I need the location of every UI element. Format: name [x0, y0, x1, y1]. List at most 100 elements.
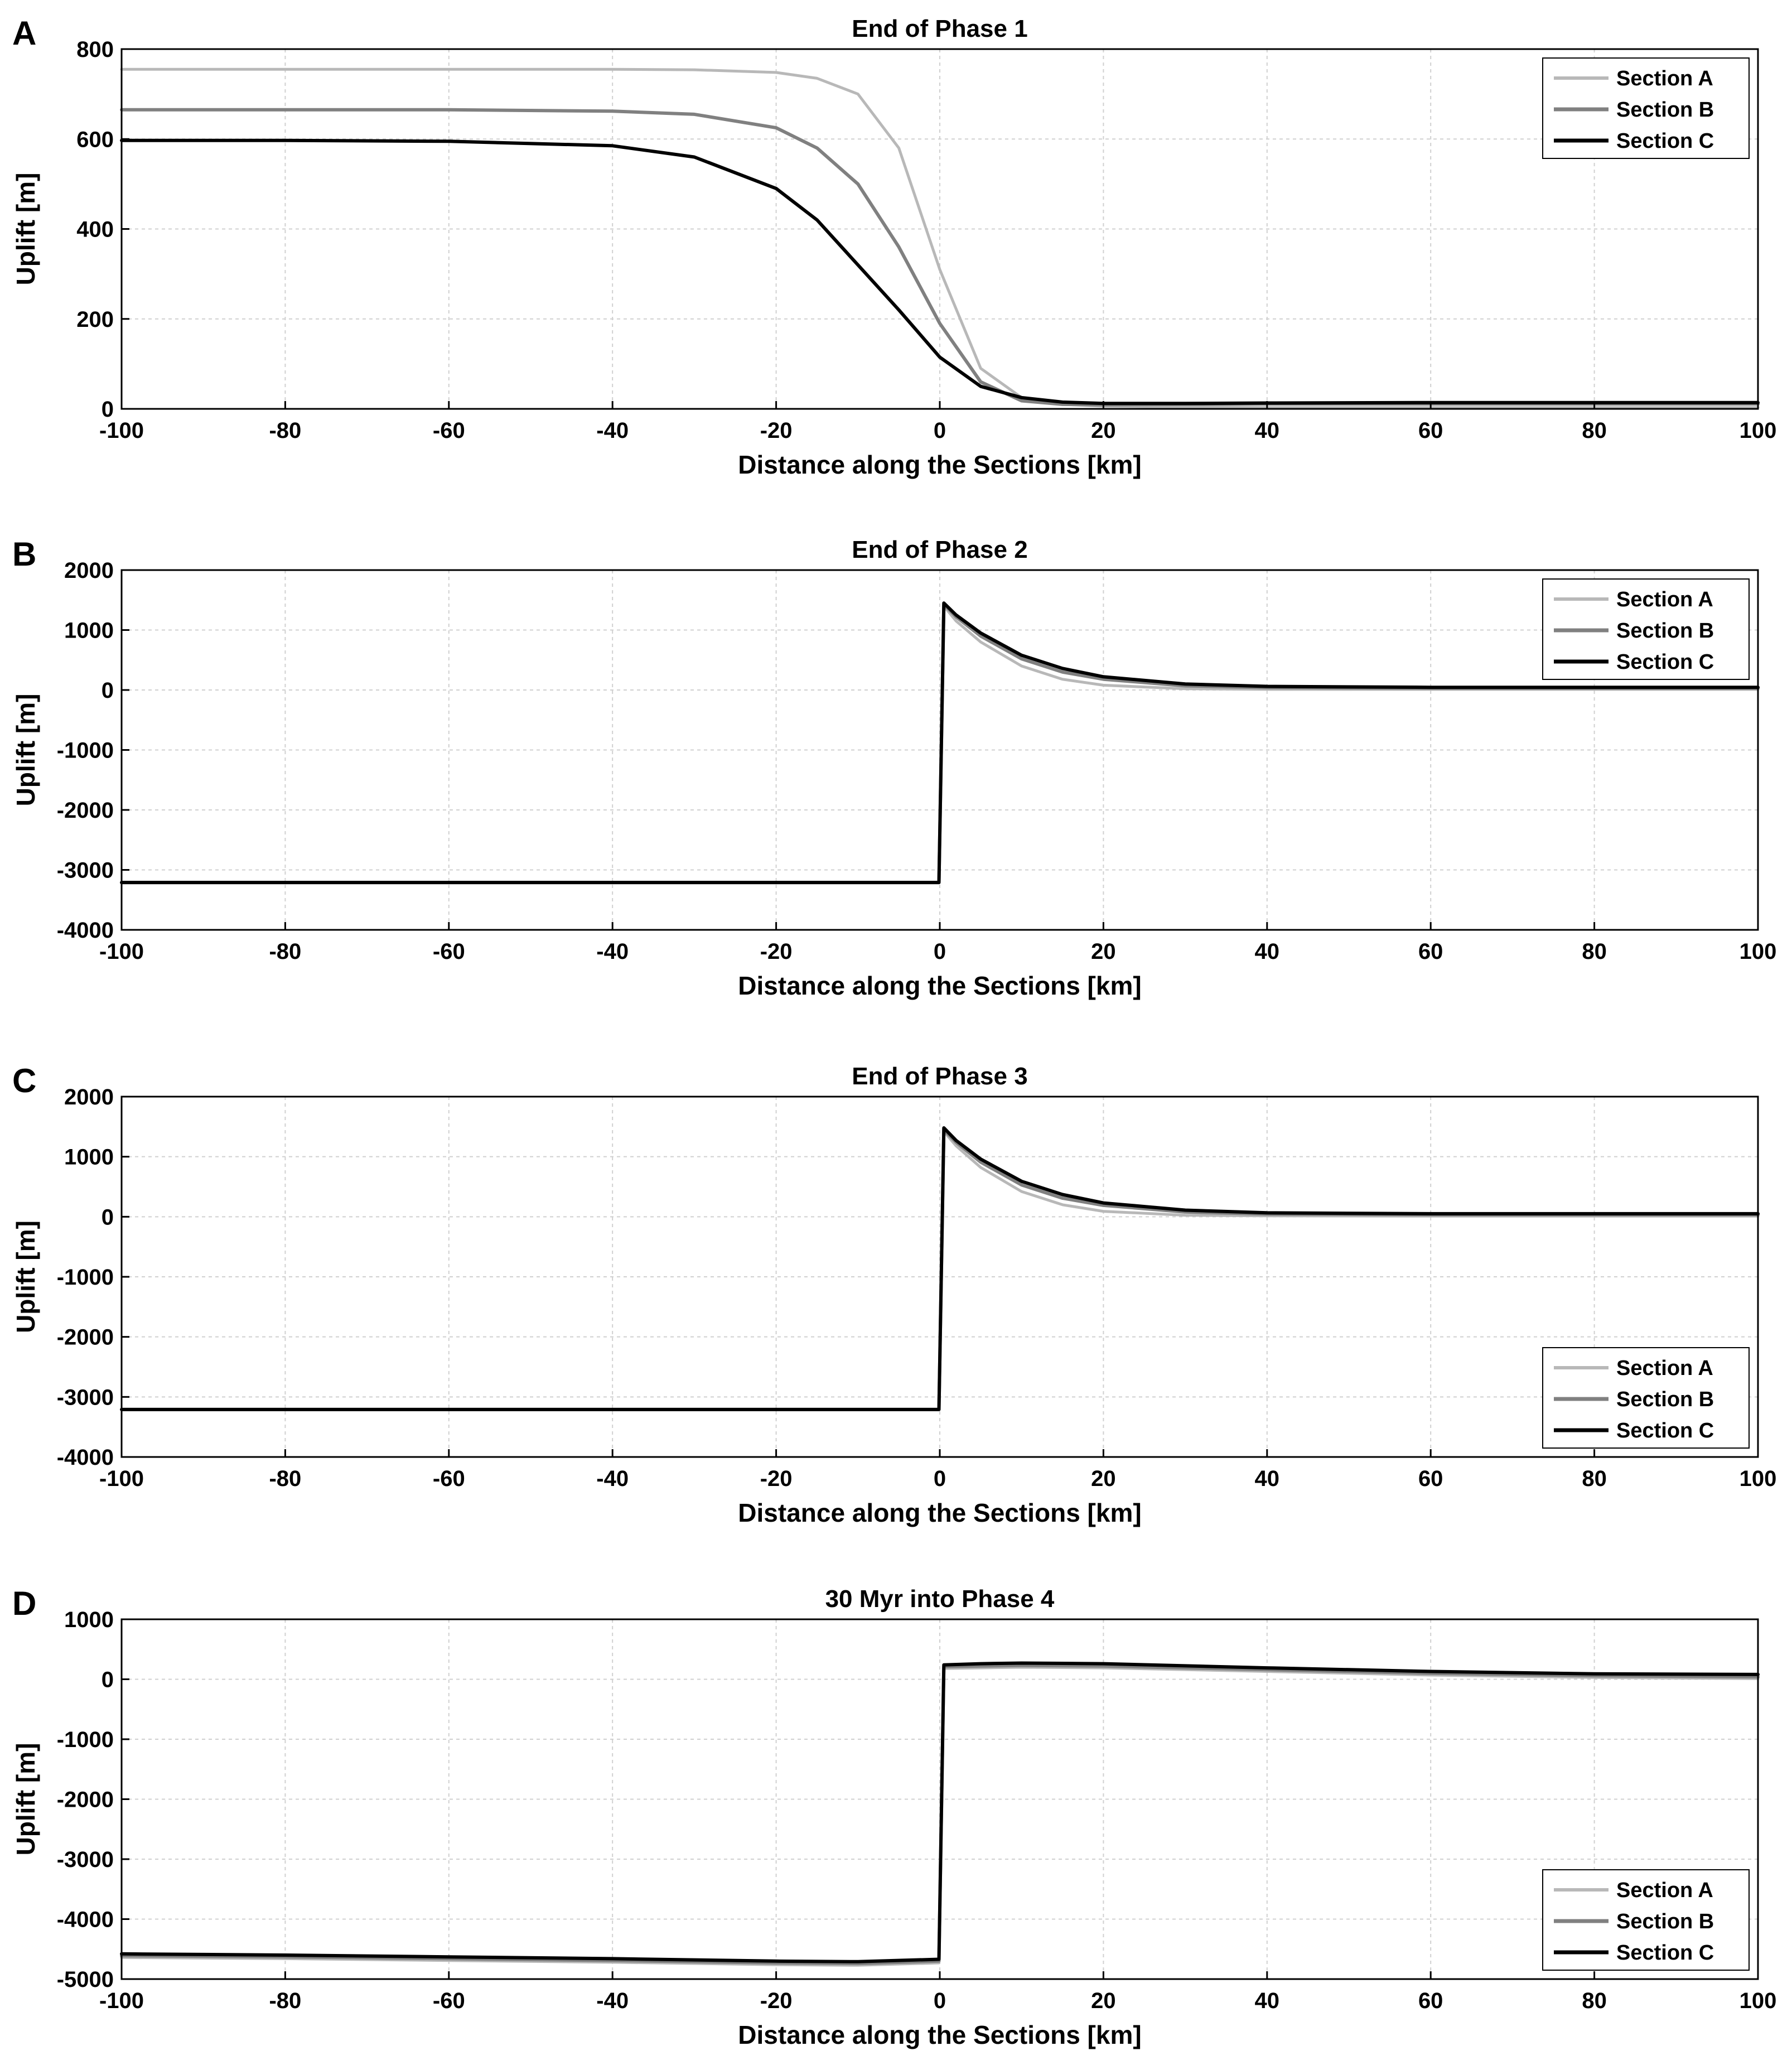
x-tick-label: -60 — [433, 1989, 465, 2013]
legend: Section A Section B Section C — [1542, 57, 1750, 159]
x-tick-label: 80 — [1582, 1466, 1607, 1491]
x-tick-label: -100 — [99, 939, 144, 964]
panel-D: D 30 Myr into Phase 4 -100 -80 -60 -40 -20 0 20 4… — [11, 1585, 1776, 2049]
panel-label: D — [12, 1585, 36, 1622]
y-tick-label: 800 — [76, 37, 114, 62]
y-tick-label: -4000 — [57, 1445, 114, 1470]
x-tick-label: -100 — [99, 1989, 144, 2013]
x-tick-label: -20 — [760, 418, 793, 443]
y-tick-label: -1000 — [57, 1265, 114, 1290]
legend-label: Section B — [1616, 619, 1714, 643]
legend: Section A Section B Section C — [1542, 578, 1750, 680]
panel-label: C — [12, 1062, 36, 1099]
y-axis-label: Uplift [m] — [11, 173, 40, 286]
panel-C: C End of Phase 3 -100 -80 -60 -40 -20 0 20 40 60 80… — [11, 1062, 1776, 1527]
series-line-section-c — [120, 601, 1760, 885]
y-tick-label: 1000 — [64, 619, 114, 643]
x-tick-label: 60 — [1418, 939, 1443, 964]
y-tick-label: 200 — [76, 307, 114, 332]
y-tick-label: -3000 — [57, 858, 114, 883]
y-tick-label: 400 — [76, 218, 114, 242]
y-tick-label: 0 — [102, 397, 114, 422]
x-tick-label: 20 — [1091, 939, 1116, 964]
x-tick-label: 80 — [1582, 939, 1607, 964]
x-tick-label: -80 — [269, 1466, 301, 1491]
legend-label: Section B — [1616, 1388, 1714, 1411]
y-tick-label: 0 — [102, 1668, 114, 1692]
panel-label: A — [12, 15, 36, 52]
x-axis-label: Distance along the Sections [km] — [738, 2020, 1141, 2049]
y-tick-label: 600 — [76, 127, 114, 152]
y-tick-label: 0 — [102, 678, 114, 703]
y-tick-label: -2000 — [57, 798, 114, 823]
series-line-section-c — [120, 1126, 1760, 1411]
x-tick-label: -80 — [269, 939, 301, 964]
x-tick-label: 20 — [1091, 1466, 1116, 1491]
legend-label: Section B — [1616, 98, 1714, 122]
x-tick-label: 0 — [934, 939, 946, 964]
y-tick-label: -1000 — [57, 739, 114, 763]
x-tick-label: 80 — [1582, 418, 1607, 443]
x-tick-label: 60 — [1418, 1989, 1443, 2013]
panel-B: B End of Phase 2 -100 -80 -60 -40 -20 0 20 40 60 80… — [11, 535, 1776, 1000]
y-axis-label: Uplift [m] — [11, 1743, 40, 1856]
x-tick-label: 60 — [1418, 418, 1443, 443]
x-tick-label: 40 — [1255, 939, 1280, 964]
legend: Section A Section B Section C — [1542, 1869, 1750, 1971]
x-tick-label: 100 — [1740, 939, 1777, 964]
x-axis-label: Distance along the Sections [km] — [738, 1498, 1141, 1527]
x-tick-label: 80 — [1582, 1989, 1607, 2013]
y-tick-label: 2000 — [64, 558, 114, 583]
legend-label: Section C — [1616, 1941, 1714, 1965]
x-tick-label: 40 — [1255, 1989, 1280, 2013]
x-tick-label: -40 — [596, 1989, 629, 2013]
y-tick-label: -2000 — [57, 1788, 114, 1812]
series-line-section-c — [120, 1661, 1760, 1963]
x-tick-label: 0 — [934, 1989, 946, 2013]
x-tick-label: 100 — [1740, 1989, 1777, 2013]
legend-label: Section B — [1616, 1910, 1714, 1933]
x-tick-label: -100 — [99, 1466, 144, 1491]
legend-label: Section A — [1616, 1357, 1713, 1380]
x-tick-label: 0 — [934, 418, 946, 443]
x-tick-label: 100 — [1740, 418, 1777, 443]
y-tick-label: -3000 — [57, 1385, 114, 1410]
y-tick-label: -4000 — [57, 1908, 114, 1932]
y-axis-label: Uplift [m] — [11, 694, 40, 807]
x-tick-label: -100 — [99, 418, 144, 443]
panel-A: A End of Phase 1 -100 -80 -60 -40 -20 0 20 40 60 80… — [11, 15, 1776, 479]
legend-label: Section A — [1616, 1879, 1713, 1902]
x-tick-label: 0 — [934, 1466, 946, 1491]
x-tick-label: -60 — [433, 418, 465, 443]
x-tick-label: 40 — [1255, 1466, 1280, 1491]
legend: Section A Section B Section C — [1542, 1347, 1750, 1449]
y-tick-label: -2000 — [57, 1325, 114, 1350]
y-tick-label: -1000 — [57, 1728, 114, 1752]
x-tick-label: -40 — [596, 939, 629, 964]
x-tick-label: -60 — [433, 939, 465, 964]
y-tick-label: 2000 — [64, 1085, 114, 1109]
legend-label: Section C — [1616, 650, 1714, 674]
x-tick-label: 20 — [1091, 1989, 1116, 2013]
x-axis-label: Distance along the Sections [km] — [738, 971, 1141, 1000]
y-tick-label: -3000 — [57, 1847, 114, 1872]
x-tick-label: 100 — [1740, 1466, 1777, 1491]
x-tick-label: -80 — [269, 418, 301, 443]
y-tick-label: -4000 — [57, 918, 114, 943]
y-tick-label: -5000 — [57, 1967, 114, 1992]
x-tick-label: -20 — [760, 1466, 793, 1491]
x-tick-label: 20 — [1091, 418, 1116, 443]
legend-label: Section C — [1616, 129, 1714, 153]
x-tick-label: -40 — [596, 418, 629, 443]
chart-title: End of Phase 1 — [852, 15, 1027, 42]
legend-label: Section A — [1616, 588, 1713, 611]
x-tick-label: -20 — [760, 1989, 793, 2013]
x-tick-label: 40 — [1255, 418, 1280, 443]
y-axis-label: Uplift [m] — [11, 1220, 40, 1333]
y-tick-label: 0 — [102, 1205, 114, 1229]
legend-label: Section C — [1616, 1419, 1714, 1442]
x-tick-label: 60 — [1418, 1466, 1443, 1491]
x-tick-label: -60 — [433, 1466, 465, 1491]
chart-title: 30 Myr into Phase 4 — [825, 1585, 1055, 1613]
